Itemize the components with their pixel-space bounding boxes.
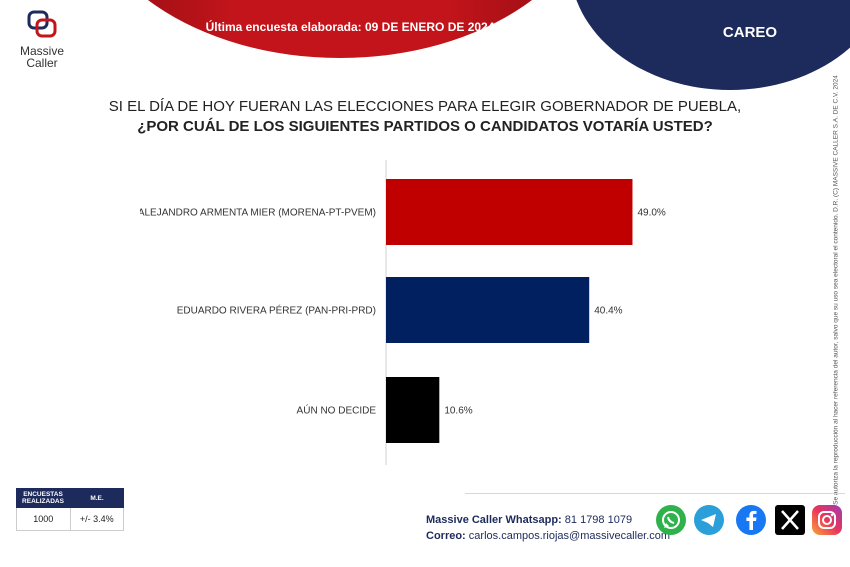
footer-divider — [465, 493, 845, 494]
email-label: Correo: — [426, 530, 466, 542]
question-line-1: SI EL DÍA DE HOY FUERAN LAS ELECCIONES P… — [108, 98, 742, 115]
telegram-icon[interactable] — [694, 505, 724, 535]
value-label-2: 40.4% — [594, 306, 622, 317]
logo-name-line1: Massive — [19, 44, 64, 58]
stats-header-row: ENCUESTAS REALIZADAS M.E. — [16, 488, 124, 508]
careo-label: CAREO — [722, 24, 778, 41]
bar-2 — [386, 277, 590, 343]
stats-header-margin: M.E. — [90, 494, 104, 502]
logo-name-line2: Caller — [26, 56, 58, 70]
survey-stats-table: ENCUESTAS REALIZADAS M.E. 1000 +/- 3.4% — [16, 488, 124, 531]
question-line-2: ¿POR CUÁL DE LOS SIGUIENTES PARTIDOS O C… — [137, 118, 713, 135]
logo-name: Massive Caller — [14, 45, 70, 69]
whatsapp-label: Massive Caller Whatsapp: — [426, 514, 562, 526]
value-label-3: 10.6% — [444, 406, 472, 417]
category-label-3: AÚN NO DECIDE — [297, 404, 377, 417]
bar-chart: ALEJANDRO ARMENTA MIER (MORENA-PT-PVEM) 4… — [140, 160, 666, 465]
email-address[interactable]: carlos.campos.riojas@massivecaller.com — [468, 530, 671, 542]
stats-margin-value: +/- 3.4% — [79, 514, 114, 524]
bar-3 — [386, 377, 440, 443]
instagram-icon[interactable] — [812, 505, 842, 535]
category-label-1: ALEJANDRO ARMENTA MIER (MORENA-PT-PVEM) — [140, 208, 376, 219]
bar-1 — [386, 179, 633, 245]
facebook-icon[interactable] — [736, 505, 766, 535]
email-contact: Correo: carlos.campos.riojas@massivecall… — [426, 530, 670, 542]
whatsapp-number[interactable]: 81 1798 1079 — [564, 514, 633, 526]
logo-mark-icon — [27, 10, 57, 38]
legal-notice: Se autoriza la reproducción al hacer ref… — [832, 75, 840, 505]
value-label-1: 49.0% — [637, 208, 665, 219]
whatsapp-icon[interactable] — [656, 505, 686, 535]
survey-date: Última encuesta elaborada: 09 DE ENERO D… — [205, 20, 495, 34]
massive-caller-logo: Massive Caller — [14, 10, 70, 78]
whatsapp-contact: Massive Caller Whatsapp: 81 1798 1079 — [426, 514, 632, 526]
stats-value-row: 1000 +/- 3.4% — [16, 508, 124, 531]
stats-surveys-value: 1000 — [17, 508, 71, 530]
category-label-2: EDUARDO RIVERA PÉREZ (PAN-PRI-PRD) — [177, 304, 376, 317]
x-icon[interactable] — [775, 505, 805, 535]
stats-header-surveys: ENCUESTAS REALIZADAS — [22, 491, 64, 505]
header-navy-circle — [570, 0, 850, 90]
